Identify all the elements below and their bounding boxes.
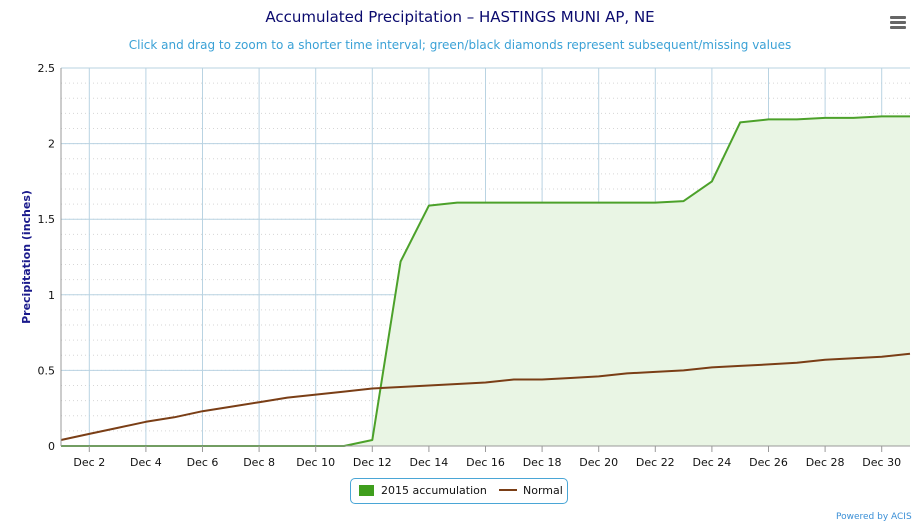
legend-item-accumulation[interactable]: 2015 accumulation xyxy=(359,479,487,503)
x-tick-label: Dec 10 xyxy=(296,456,335,469)
x-tick-label: Dec 4 xyxy=(130,456,162,469)
legend-item-normal[interactable]: Normal xyxy=(499,479,563,503)
axes: 0 0.5 1 1.5 2 2.5 Dec 2 Dec 4 Dec 6 Dec 8 Dec 10 De… xyxy=(38,62,910,469)
y-tick-label: 1 xyxy=(48,289,55,302)
x-tick-label: Dec 24 xyxy=(693,456,732,469)
x-tick-label: Dec 26 xyxy=(749,456,788,469)
y-tick-label: 2 xyxy=(48,138,55,151)
chart-subtitle: Click and drag to zoom to a shorter time… xyxy=(128,38,792,52)
y-tick-label: 2.5 xyxy=(38,62,56,75)
x-tick-label: Dec 8 xyxy=(243,456,275,469)
legend-swatch-accumulation xyxy=(359,484,374,496)
legend: 2015 accumulation Normal xyxy=(350,478,568,504)
legend-label-normal: Normal xyxy=(523,484,563,497)
accumulation-area-fill xyxy=(61,116,910,447)
legend-label-accumulation: 2015 accumulation xyxy=(381,484,487,497)
x-tick-label: Dec 2 xyxy=(73,456,105,469)
y-axis-label: Precipitation (inches) xyxy=(20,190,33,324)
hamburger-menu-icon[interactable] xyxy=(888,14,910,32)
x-tick-label: Dec 18 xyxy=(523,456,562,469)
chart-title: Accumulated Precipitation – HASTINGS MUN… xyxy=(265,8,655,26)
y-tick-label: 0.5 xyxy=(38,364,56,377)
normal-line[interactable] xyxy=(60,352,911,441)
x-tick-label: Dec 6 xyxy=(187,456,219,469)
x-tick-label: Dec 30 xyxy=(862,456,901,469)
x-tick-label: Dec 20 xyxy=(579,456,618,469)
x-tick-label: Dec 16 xyxy=(466,456,505,469)
x-tick-label: Dec 12 xyxy=(353,456,392,469)
y-tick-label: 1.5 xyxy=(38,213,56,226)
x-tick-label: Dec 14 xyxy=(410,456,449,469)
y-tick-label: 0 xyxy=(48,440,55,453)
x-tick-label: Dec 28 xyxy=(806,456,845,469)
legend-swatch-normal xyxy=(499,489,517,491)
powered-by-link[interactable]: Powered by ACIS xyxy=(836,512,912,522)
x-tick-label: Dec 22 xyxy=(636,456,675,469)
